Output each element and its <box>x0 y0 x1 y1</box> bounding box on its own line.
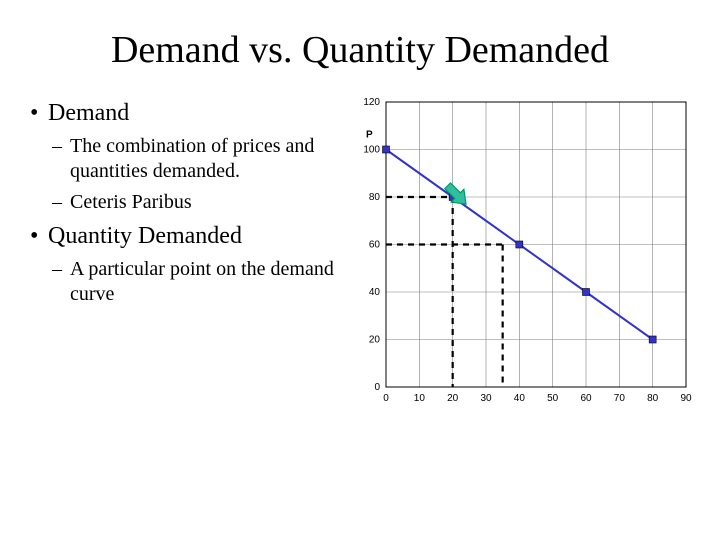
bullet-demand: Demand <box>30 98 336 128</box>
bullet-demand-sub1: The combination of prices and quantities… <box>30 134 336 184</box>
content-row: Demand The combination of prices and qua… <box>0 72 720 432</box>
svg-text:20: 20 <box>447 393 459 404</box>
svg-text:90: 90 <box>680 393 692 404</box>
svg-text:80: 80 <box>647 393 659 404</box>
svg-text:0: 0 <box>374 382 380 393</box>
svg-text:0: 0 <box>383 393 389 404</box>
svg-text:40: 40 <box>513 393 525 404</box>
bullet-list: Demand The combination of prices and qua… <box>30 92 336 432</box>
svg-text:60: 60 <box>580 393 592 404</box>
demand-chart: 0 10 20 30 40 50 60 70 80 90 0 20 40 60 80 100 120 P <box>336 92 711 432</box>
svg-text:50: 50 <box>547 393 559 404</box>
svg-text:P: P <box>366 130 373 141</box>
bullet-demand-sub2: Ceteris Paribus <box>30 190 336 215</box>
svg-text:80: 80 <box>368 192 380 203</box>
svg-text:70: 70 <box>613 393 625 404</box>
svg-text:10: 10 <box>413 393 425 404</box>
svg-text:40: 40 <box>368 287 380 298</box>
bullet-qd-sub1: A particular point on the demand curve <box>30 257 336 307</box>
slide-title: Demand vs. Quantity Demanded <box>0 0 720 72</box>
svg-text:30: 30 <box>480 393 492 404</box>
bullet-qd: Quantity Demanded <box>30 221 336 251</box>
svg-text:60: 60 <box>368 240 380 251</box>
svg-text:20: 20 <box>368 335 380 346</box>
svg-text:120: 120 <box>363 97 380 108</box>
svg-text:100: 100 <box>363 145 380 156</box>
